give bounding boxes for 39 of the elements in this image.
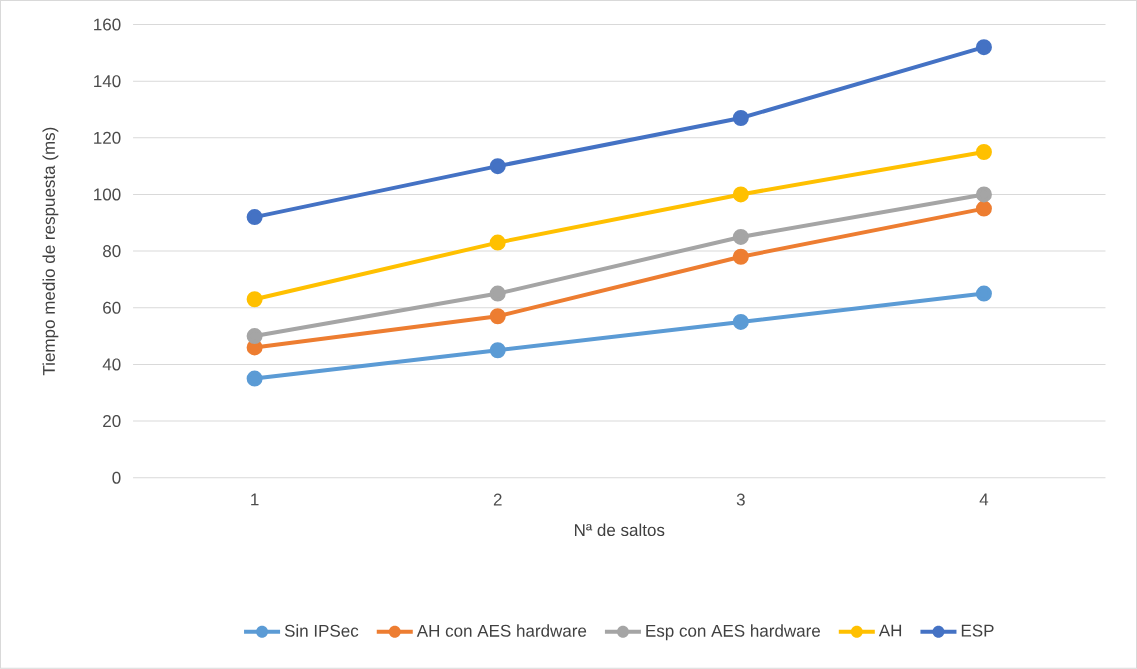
point [489,285,506,302]
point [732,248,749,265]
point [732,110,749,127]
point [732,229,749,246]
y-tick-label: 140 [94,75,121,88]
point [975,186,992,203]
y-axis-title: Tiempo medio de respuesta (ms) [42,127,59,376]
x-tick-label: 4 [979,493,989,506]
legend-label: Sin IPSec [284,624,359,637]
point [489,342,506,359]
x-tick-label: 3 [736,493,745,506]
point [246,328,263,345]
point [975,200,992,217]
legend-label: AH [878,624,902,637]
y-tick-label: 60 [103,301,121,314]
point [975,144,992,161]
legend-label: Esp con AES hardware [646,624,821,641]
y-tick-label: 120 [94,131,121,144]
y-tick-label: 40 [102,358,121,371]
point [975,39,992,56]
x-tick-label: 2 [493,493,502,506]
y-tick-label: 0 [112,471,121,484]
legend-label: AH con AES hardware [416,624,587,637]
point [489,308,506,325]
x-tick-label: 1 [251,493,259,506]
point [975,285,992,302]
point [246,209,263,226]
point [732,186,749,203]
point [246,370,263,387]
point [489,234,506,251]
y-tick-label: 160 [94,18,121,31]
x-axis-title: Nª de saltos [574,523,665,537]
point [732,314,749,331]
y-tick-label: 80 [103,245,121,258]
y-tick-label: 20 [103,415,121,428]
legend-label: ESP [961,624,994,637]
y-tick-label: 100 [94,188,121,201]
point [489,158,506,175]
point [246,291,263,308]
